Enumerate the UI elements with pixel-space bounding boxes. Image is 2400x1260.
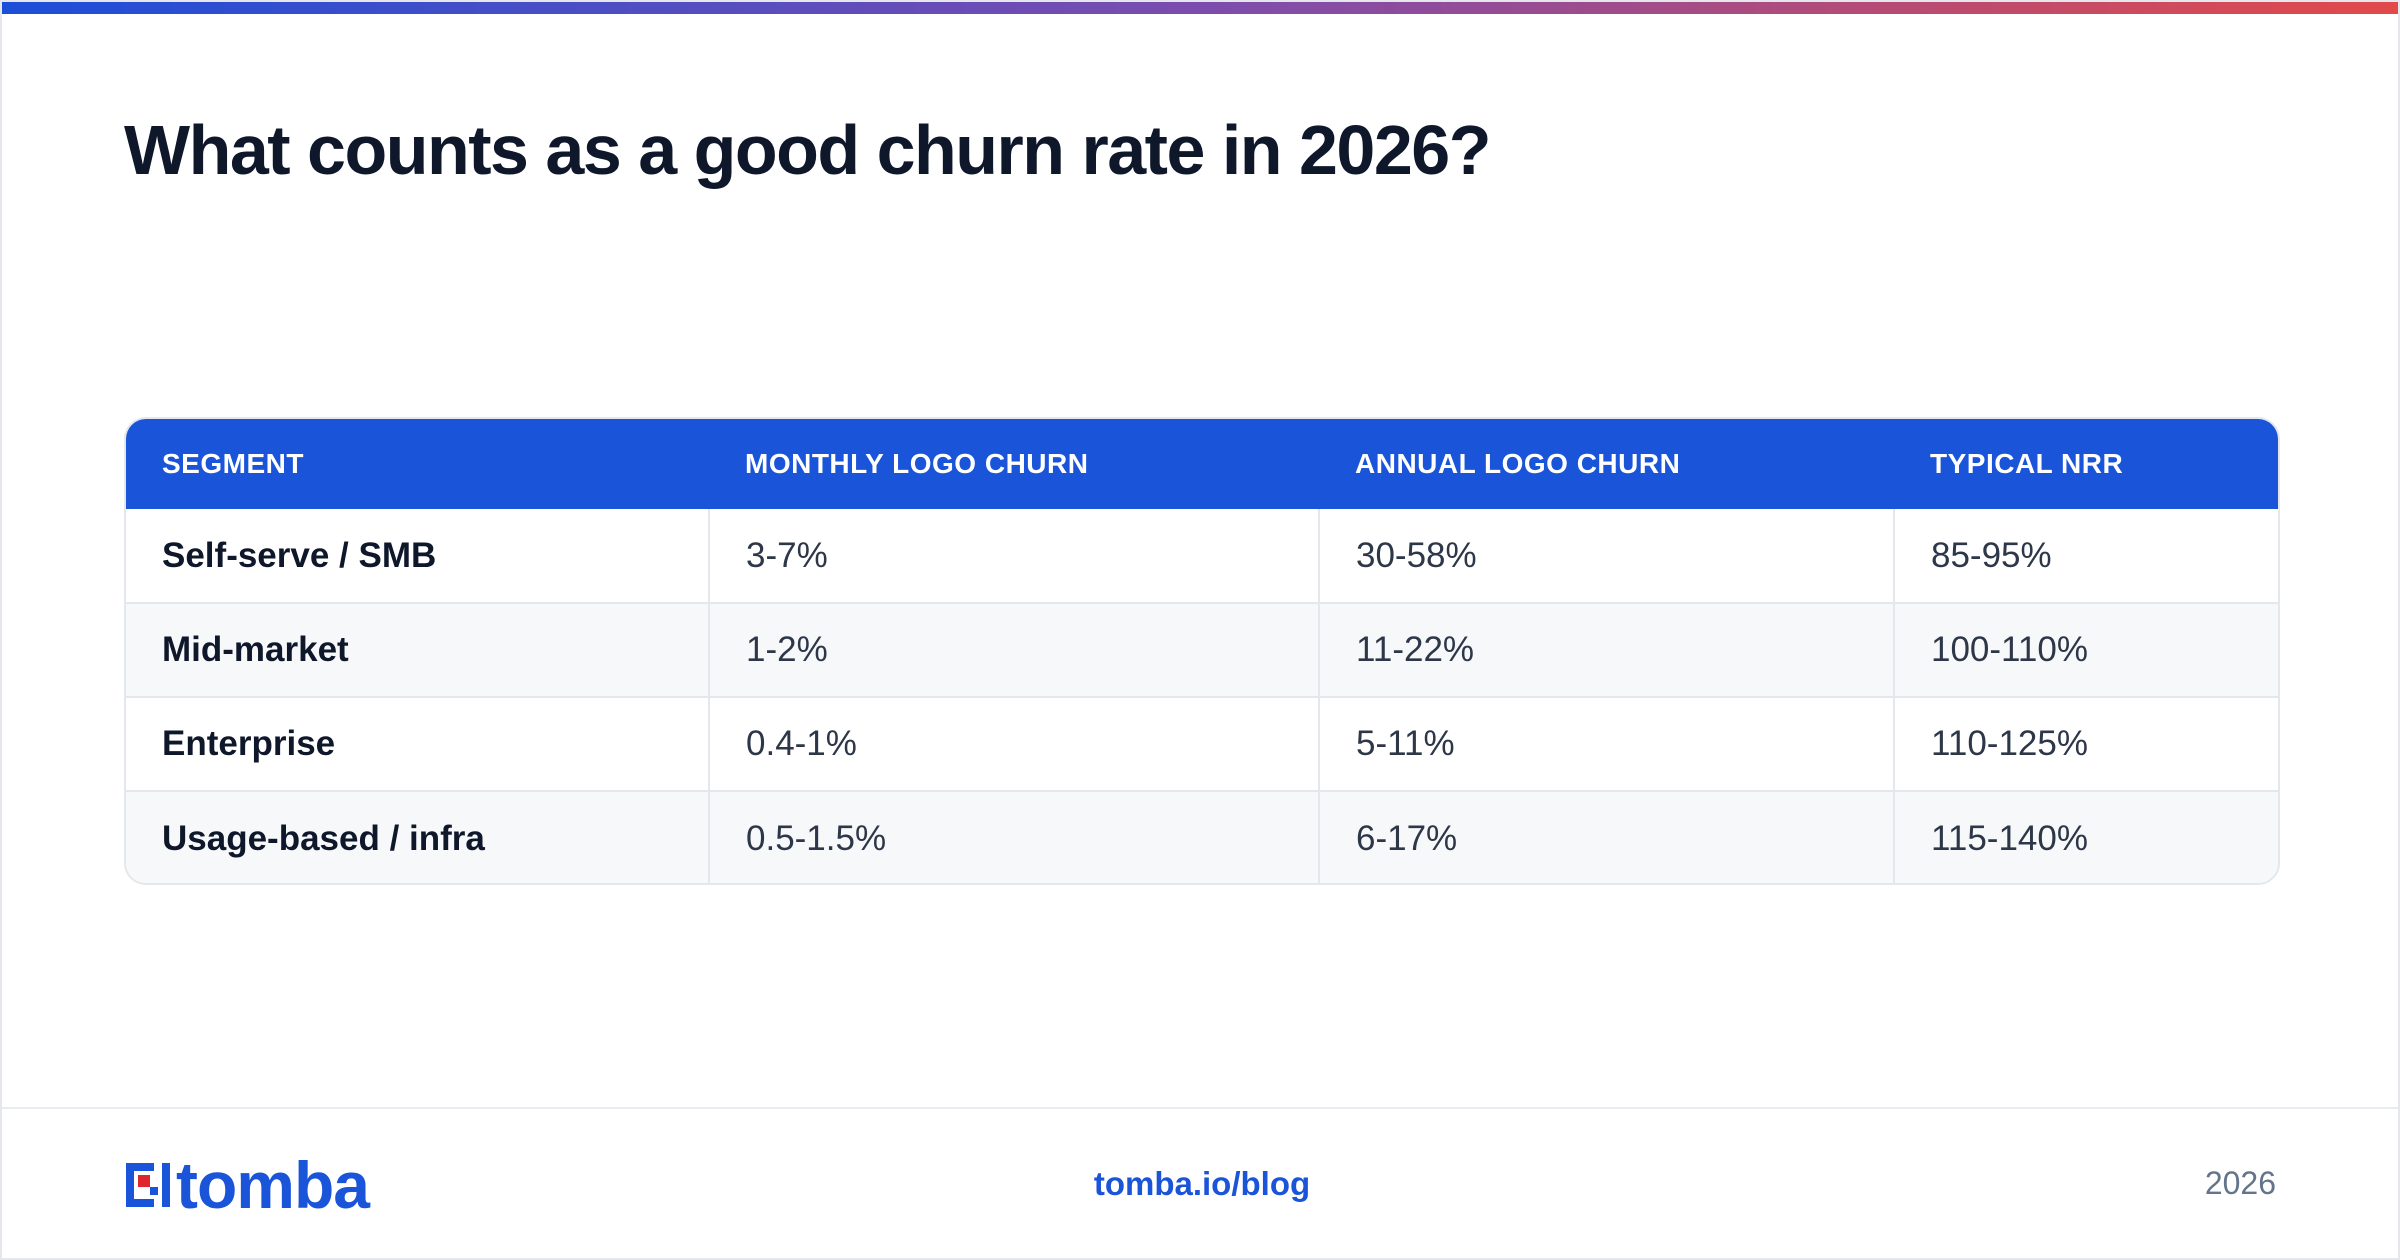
segment-cell: Enterprise [126, 696, 709, 791]
blog-link[interactable]: tomba.io/blog [1093, 1165, 1311, 1202]
header-monthly-logo-churn: MONTHLY LOGO CHURN [745, 448, 1089, 479]
header-segment: SEGMENT [162, 448, 304, 479]
table-header-row: SEGMENT MONTHLY LOGO CHURN ANNUAL LOGO C… [126, 419, 2278, 509]
header-typical-nrr: TYPICAL NRR [1930, 448, 2124, 479]
monthly-churn-cell: 3-7% [708, 509, 1319, 603]
table-row: Self-serve / SMB 3-7% 30-58% 85-95% [126, 509, 2278, 603]
monthly-churn-cell: 0.5-1.5% [708, 790, 1319, 883]
nrr-cell: 85-95% [1893, 509, 2278, 603]
nrr-cell: 100-110% [1893, 602, 2278, 697]
table-row: Enterprise 0.4-1% 5-11% 110-125% [126, 696, 2278, 791]
segment-cell: Usage-based / infra [126, 790, 709, 883]
header-annual-logo-churn: ANNUAL LOGO CHURN [1355, 448, 1681, 479]
monthly-churn-cell: 0.4-1% [708, 696, 1319, 791]
churn-table: SEGMENT MONTHLY LOGO CHURN ANNUAL LOGO C… [126, 419, 2278, 883]
segment-cell: Self-serve / SMB [162, 535, 437, 575]
annual-churn-cell: 6-17% [1318, 790, 1894, 883]
footer-divider [2, 1107, 2398, 1109]
logo-wordmark: tomba [176, 1148, 370, 1222]
page-title: What counts as a good churn rate in 2026… [124, 111, 1491, 189]
nrr-cell: 110-125% [1893, 696, 2278, 791]
top-gradient-bar [2, 2, 2398, 14]
footer-year: 2026 [2204, 1165, 2276, 1201]
tomba-logo-icon [126, 1163, 170, 1207]
table-row: Mid-market 1-2% 11-22% 100-110% [126, 602, 2278, 697]
annual-churn-cell: 5-11% [1318, 696, 1894, 791]
table-row: Usage-based / infra 0.5-1.5% 6-17% 115-1… [126, 790, 2278, 883]
tomba-logo[interactable]: tomba [124, 1148, 370, 1222]
monthly-churn-cell: 1-2% [708, 602, 1319, 697]
nrr-cell: 115-140% [1893, 790, 2278, 883]
annual-churn-cell: 11-22% [1318, 602, 1894, 697]
segment-cell: Mid-market [126, 602, 709, 697]
annual-churn-cell: 30-58% [1318, 509, 1894, 603]
churn-table-card: SEGMENT MONTHLY LOGO CHURN ANNUAL LOGO C… [124, 417, 2280, 885]
